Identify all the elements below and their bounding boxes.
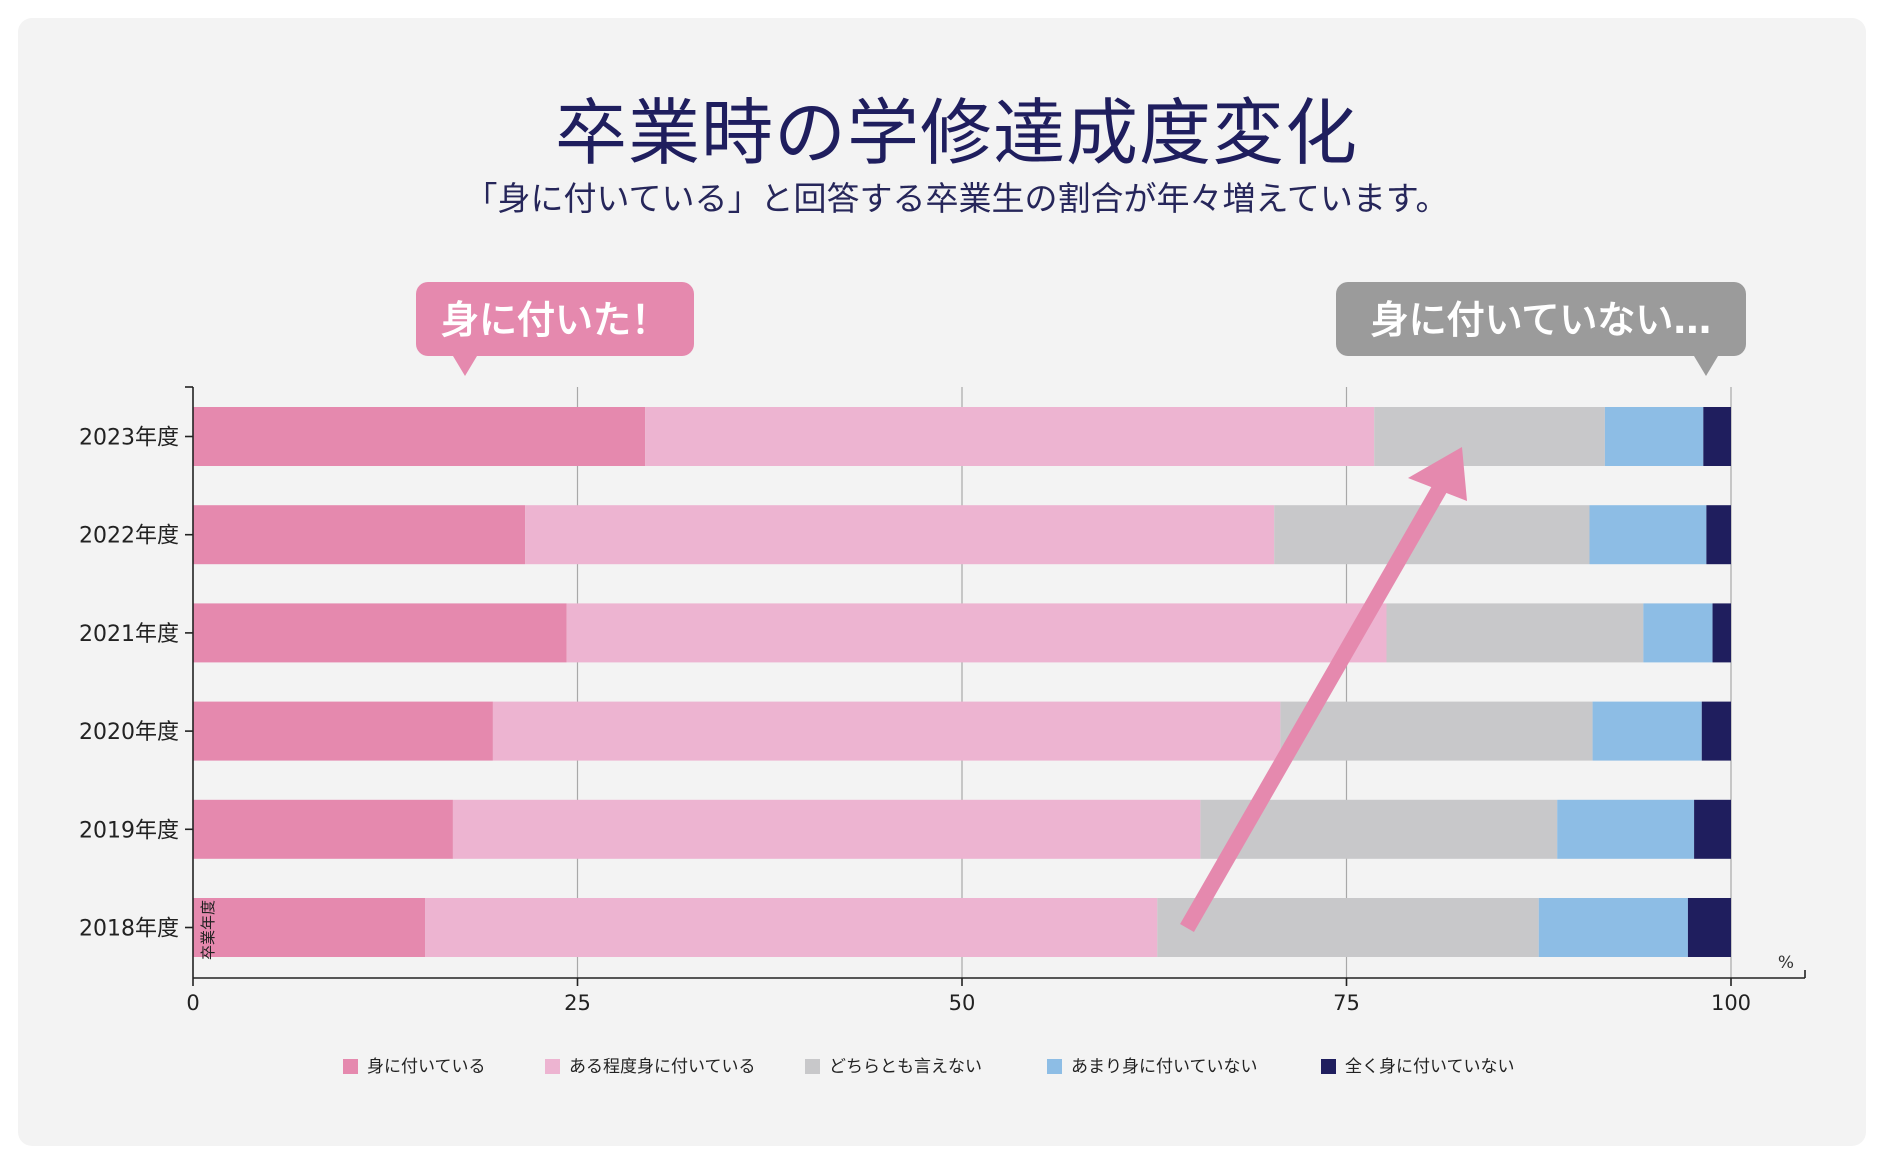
legend-label: 全く身に付いていない xyxy=(1345,1057,1515,1077)
trend-arrow xyxy=(1180,447,1467,932)
bar-groups xyxy=(193,407,1731,957)
y-tick-label: 2020年度 xyxy=(79,720,179,745)
bar-segment xyxy=(1374,407,1605,466)
y-tick-label: 2022年度 xyxy=(79,524,179,549)
bar-segment xyxy=(452,799,1201,859)
legend-item: ある程度身に付いている xyxy=(545,1057,756,1077)
bar-segment xyxy=(1280,701,1593,761)
bar-row xyxy=(193,898,1731,957)
bar-segment xyxy=(1538,898,1688,957)
bar-segment xyxy=(1712,603,1731,663)
y-tick-label: 2021年度 xyxy=(79,622,179,647)
x-tick-label: 50 xyxy=(949,991,976,1015)
trend-arrow-head xyxy=(1408,447,1467,501)
bar-segment xyxy=(1703,407,1731,466)
bar-segment xyxy=(193,799,453,859)
bar-row xyxy=(193,603,1731,663)
bar-segment xyxy=(566,603,1387,663)
y-axis-label: 卒業年度 xyxy=(199,900,217,960)
bar-segment xyxy=(525,505,1275,565)
bar-segment xyxy=(425,898,1158,957)
callout-positive: 身に付いた！ xyxy=(416,282,694,376)
bar-segment xyxy=(193,603,567,663)
bar-segment xyxy=(1589,505,1707,565)
bar-segment xyxy=(1687,898,1731,957)
chart-subtitle: 「身に付いている」と回答する卒業生の割合が年々増えています。 xyxy=(464,179,1449,218)
legend-item: 全く身に付いていない xyxy=(1321,1057,1515,1077)
bar-segment xyxy=(1592,701,1702,761)
bar-segment xyxy=(1386,603,1644,663)
bar-segment xyxy=(1701,701,1731,761)
legend-item: どちらとも言えない xyxy=(805,1057,982,1077)
callout-negative-text: 身に付いていない… xyxy=(1371,298,1712,342)
legend-item: 身に付いている xyxy=(343,1057,486,1077)
x-tick-label: 75 xyxy=(1333,991,1360,1015)
bar-row xyxy=(193,505,1731,565)
axes: 0 25 50 75 100 2023年度 2022年度 2021年度 2020年度 2019年度… xyxy=(79,386,1806,1015)
bar-segment xyxy=(1557,799,1695,859)
bar-row xyxy=(193,407,1731,466)
bar-segment xyxy=(1706,505,1731,565)
bar-segment xyxy=(193,407,646,466)
legend-swatch xyxy=(1047,1059,1062,1074)
callout-negative-bubble xyxy=(1336,282,1746,376)
legend: 身に付いている ある程度身に付いている どちらとも言えない あまり身に付いていない 全く… xyxy=(343,1057,1515,1077)
bar-segment xyxy=(492,701,1281,761)
x-tick-label: 0 xyxy=(186,991,199,1015)
gridlines xyxy=(576,387,1732,978)
bar-segment xyxy=(645,407,1375,466)
bar-segment xyxy=(1694,799,1731,859)
callout-negative: 身に付いていない… xyxy=(1336,282,1746,376)
bar-segment xyxy=(1604,407,1704,466)
y-tick-label: 2019年度 xyxy=(79,818,179,843)
legend-swatch xyxy=(1321,1059,1336,1074)
legend-item: あまり身に付いていない xyxy=(1047,1057,1258,1077)
chart-card: 卒業時の学修達成度変化 「身に付いている」と回答する卒業生の割合が年々増えていま… xyxy=(18,18,1866,1146)
bar-segment xyxy=(193,505,526,565)
legend-label: あまり身に付いていない xyxy=(1071,1057,1258,1077)
legend-label: どちらとも言えない xyxy=(829,1057,982,1077)
legend-swatch xyxy=(805,1059,820,1074)
x-tick-label: 100 xyxy=(1711,991,1751,1015)
x-axis-unit: % xyxy=(1778,953,1794,973)
bar-row xyxy=(193,701,1731,761)
bar-segment xyxy=(193,898,426,957)
legend-swatch xyxy=(545,1059,560,1074)
callout-positive-bubble xyxy=(416,282,694,376)
bar-segment xyxy=(1643,603,1713,663)
chart-title: 卒業時の学修達成度変化 xyxy=(554,91,1358,175)
bar-segment xyxy=(193,701,493,761)
legend-label: 身に付いている xyxy=(367,1057,486,1077)
legend-label: ある程度身に付いている xyxy=(569,1057,756,1077)
y-tick-label: 2018年度 xyxy=(79,917,179,942)
legend-swatch xyxy=(343,1059,358,1074)
trend-arrow-shaft xyxy=(1180,484,1447,932)
bar-row xyxy=(193,799,1731,859)
callout-positive-text: 身に付いた！ xyxy=(441,298,669,342)
y-tick-label: 2023年度 xyxy=(79,426,179,451)
bar-segment xyxy=(1157,898,1539,957)
x-tick-label: 25 xyxy=(564,991,591,1015)
